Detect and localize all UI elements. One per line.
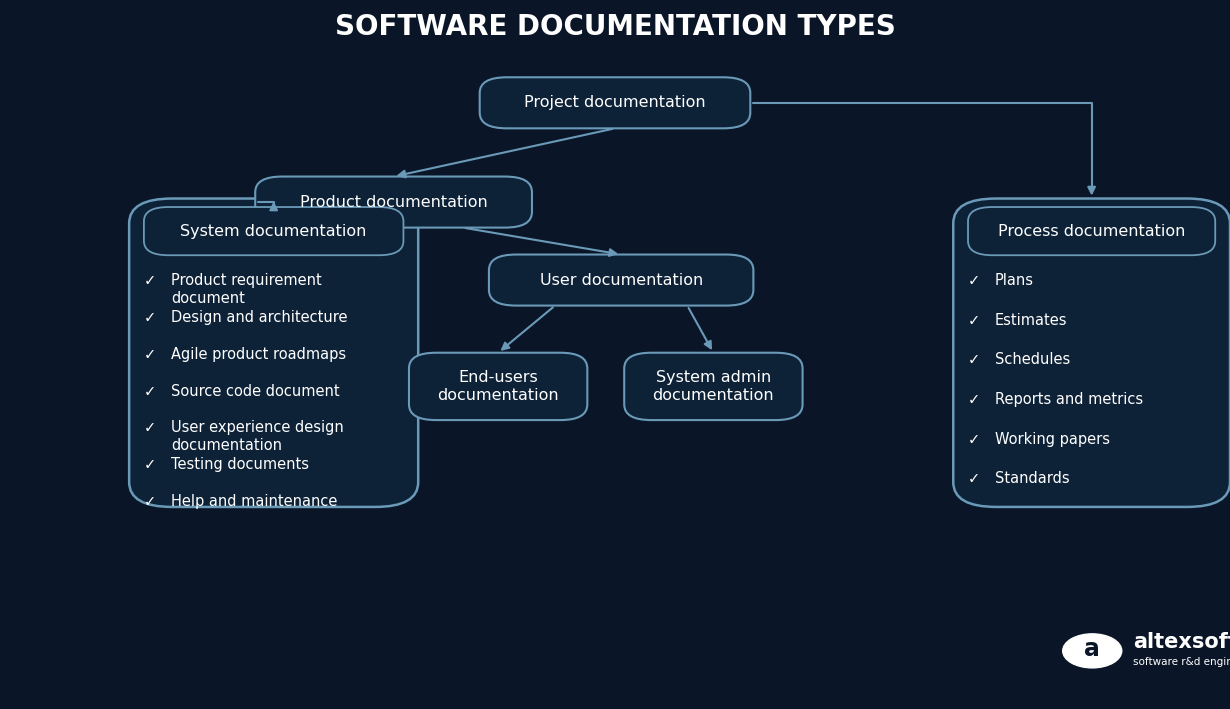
Text: ✓: ✓ xyxy=(144,273,156,288)
Text: SOFTWARE DOCUMENTATION TYPES: SOFTWARE DOCUMENTATION TYPES xyxy=(335,13,895,41)
FancyBboxPatch shape xyxy=(490,255,753,306)
Text: ✓: ✓ xyxy=(968,352,980,367)
Text: software r&d engineering: software r&d engineering xyxy=(1133,657,1230,667)
Text: ✓: ✓ xyxy=(144,384,156,398)
Text: Schedules: Schedules xyxy=(995,352,1070,367)
Text: ✓: ✓ xyxy=(968,471,980,486)
Text: Estimates: Estimates xyxy=(995,313,1068,328)
Text: Product documentation: Product documentation xyxy=(300,194,487,210)
Text: ✓: ✓ xyxy=(968,392,980,407)
Text: End-users
documentation: End-users documentation xyxy=(438,370,558,403)
Text: Reports and metrics: Reports and metrics xyxy=(995,392,1143,407)
Text: System documentation: System documentation xyxy=(181,223,367,239)
FancyBboxPatch shape xyxy=(256,177,531,228)
Text: ✓: ✓ xyxy=(968,432,980,447)
Text: Plans: Plans xyxy=(995,273,1034,288)
FancyBboxPatch shape xyxy=(624,352,802,420)
FancyBboxPatch shape xyxy=(408,352,588,420)
Text: User experience design
documentation: User experience design documentation xyxy=(171,420,343,454)
FancyBboxPatch shape xyxy=(129,199,418,507)
Text: Standards: Standards xyxy=(995,471,1070,486)
Text: a: a xyxy=(1085,637,1100,661)
Text: Product requirement
document: Product requirement document xyxy=(171,273,322,306)
Text: ✓: ✓ xyxy=(144,347,156,362)
Text: ✓: ✓ xyxy=(144,420,156,435)
Text: Source code document: Source code document xyxy=(171,384,339,398)
Text: Testing documents: Testing documents xyxy=(171,457,309,472)
Text: Working papers: Working papers xyxy=(995,432,1109,447)
Text: ✓: ✓ xyxy=(144,310,156,325)
Text: Help and maintenance: Help and maintenance xyxy=(171,494,337,509)
Circle shape xyxy=(1063,634,1122,668)
Text: ✓: ✓ xyxy=(968,273,980,288)
FancyBboxPatch shape xyxy=(144,207,403,255)
Text: Project documentation: Project documentation xyxy=(524,95,706,111)
Text: ✓: ✓ xyxy=(144,494,156,509)
Text: Design and architecture: Design and architecture xyxy=(171,310,347,325)
FancyBboxPatch shape xyxy=(968,207,1215,255)
Text: System admin
documentation: System admin documentation xyxy=(653,370,774,403)
Text: ✓: ✓ xyxy=(144,457,156,472)
Text: User documentation: User documentation xyxy=(540,272,702,288)
Text: Agile product roadmaps: Agile product roadmaps xyxy=(171,347,346,362)
FancyBboxPatch shape xyxy=(480,77,750,128)
Text: ✓: ✓ xyxy=(968,313,980,328)
Text: Process documentation: Process documentation xyxy=(998,223,1186,239)
FancyBboxPatch shape xyxy=(953,199,1230,507)
Text: altexsoft: altexsoft xyxy=(1133,632,1230,652)
